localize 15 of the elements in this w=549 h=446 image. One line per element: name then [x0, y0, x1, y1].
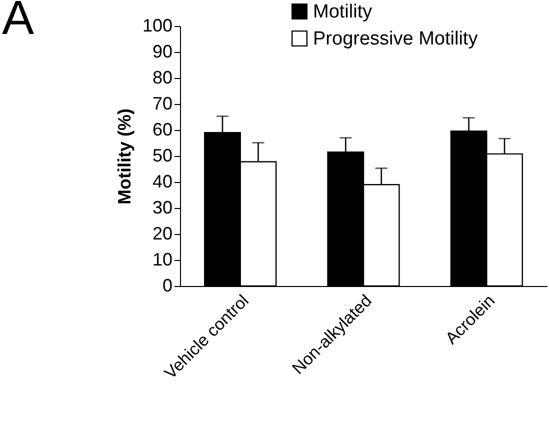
y-tick-label: 60: [152, 120, 172, 140]
y-tick-label: 10: [152, 250, 172, 270]
y-tick-label: 50: [152, 146, 172, 166]
y-tick-label: 30: [152, 198, 172, 218]
y-tick-label: 0: [162, 276, 172, 296]
y-tick-label: 40: [152, 172, 172, 192]
y-tick-label: 100: [142, 16, 172, 36]
y-tick-label: 70: [152, 94, 172, 114]
y-tick-label: 20: [152, 224, 172, 244]
y-tick-label: 80: [152, 68, 172, 88]
y-axis-title: Motility (%): [114, 108, 134, 204]
legend-label: Motility: [313, 2, 373, 22]
chart-title: A: [2, 0, 34, 45]
y-tick-label: 90: [152, 42, 172, 62]
legend-label: Progressive Motility: [313, 28, 478, 50]
